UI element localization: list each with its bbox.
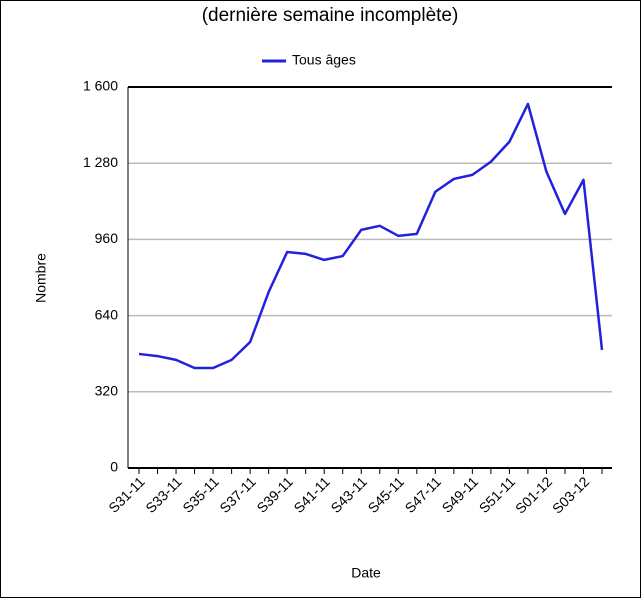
y-tick-label: 960 [95,230,119,246]
line [138,102,604,370]
y-axis-label: Nombre [33,253,49,303]
y-tick-label: 1 280 [83,154,118,170]
x-axis-label: Date [351,565,381,581]
y-tick-label: 320 [95,383,119,399]
y-tick-label: 640 [95,306,119,322]
y-tick-label: 0 [110,459,118,475]
y-tick-label: 1 600 [83,78,118,94]
chart-title: (dernière semaine incomplète) [202,5,459,26]
legend-label: Tous âges [292,52,356,68]
